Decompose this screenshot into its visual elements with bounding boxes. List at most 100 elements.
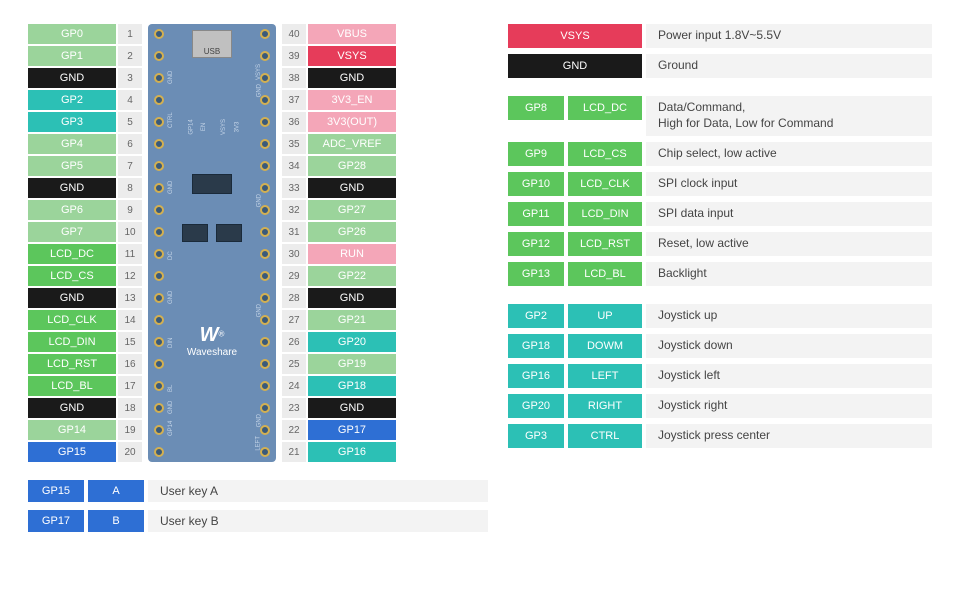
- pin-label: VSYS: [308, 46, 396, 66]
- pin-label: GND: [28, 68, 116, 88]
- legend-row: GP9LCD_CSChip select, low active: [508, 142, 932, 166]
- key-letter: A: [88, 480, 144, 502]
- pin-label: 3V3_EN: [308, 90, 396, 110]
- pin-label: VBUS: [308, 24, 396, 44]
- pin-label: GP21: [308, 310, 396, 330]
- pin-label: GP7: [28, 222, 116, 242]
- pin-number: 27: [282, 310, 306, 330]
- pin-label: ADC_VREF: [308, 134, 396, 154]
- pin-label: LCD_CS: [28, 266, 116, 286]
- pin-number: 9: [118, 200, 142, 220]
- legend-row: GP13LCD_BLBacklight: [508, 262, 932, 286]
- legend-desc: Data/Command,High for Data, Low for Comm…: [646, 96, 932, 136]
- pin-number: 13: [118, 288, 142, 308]
- pin-number: 35: [282, 134, 306, 154]
- legend-gp: GP2: [508, 304, 564, 328]
- legend-desc: Joystick left: [646, 364, 932, 388]
- pin-number: 34: [282, 156, 306, 176]
- pin-label: GND: [28, 288, 116, 308]
- pin-label: GP28: [308, 156, 396, 176]
- user-keys: GP15AUser key A GP17BUser key B: [28, 480, 488, 532]
- pin-number: 38: [282, 68, 306, 88]
- legend-gp: GP12: [508, 232, 564, 256]
- pin-number: 31: [282, 222, 306, 242]
- pinout-block: GP0GP1GNDGP2GP3GP4GP5GNDGP6GP7LCD_DCLCD_…: [28, 24, 488, 532]
- legend-desc: Chip select, low active: [646, 142, 932, 166]
- pin-number: 24: [282, 376, 306, 396]
- pin-number: 16: [118, 354, 142, 374]
- pin-label: GP16: [308, 442, 396, 462]
- pin-number: 1: [118, 24, 142, 44]
- pin-number: 32: [282, 200, 306, 220]
- pin-number: 30: [282, 244, 306, 264]
- legend-row: GP10LCD_CLKSPI clock input: [508, 172, 932, 196]
- pin-number: 39: [282, 46, 306, 66]
- pin-label: GP22: [308, 266, 396, 286]
- pin-label: GP19: [308, 354, 396, 374]
- pin-label: GP5: [28, 156, 116, 176]
- pin-number: 12: [118, 266, 142, 286]
- legend-row: GP3CTRLJoystick press center: [508, 424, 932, 448]
- legend-row: GP11LCD_DINSPI data input: [508, 202, 932, 226]
- pin-number: 15: [118, 332, 142, 352]
- legend-row: GP20RIGHTJoystick right: [508, 394, 932, 418]
- pin-number: 14: [118, 310, 142, 330]
- usb-connector: USB: [192, 30, 232, 58]
- pin-number: 18: [118, 398, 142, 418]
- legend-row: GP12LCD_RSTReset, low active: [508, 232, 932, 256]
- legend-desc: Joystick down: [646, 334, 932, 358]
- right-pin-numbers: 4039383736353433323130292827262524232221: [280, 24, 308, 462]
- legend-func: RIGHT: [568, 394, 642, 418]
- legend-func: DOWM: [568, 334, 642, 358]
- left-pin-labels: GP0GP1GNDGP2GP3GP4GP5GNDGP6GP7LCD_DCLCD_…: [28, 24, 116, 462]
- board-graphic: USB GNDCTRLGNDDCGNDDINBLGNDGP14VSYSGNDGN…: [148, 24, 276, 462]
- legend-block: VSYSPower input 1.8V~5.5VGNDGroundGP8LCD…: [508, 24, 932, 532]
- legend-func: UP: [568, 304, 642, 328]
- legend-row: GP2UPJoystick up: [508, 304, 932, 328]
- pin-label: GND: [308, 68, 396, 88]
- pin-number: 4: [118, 90, 142, 110]
- legend-gp: GP11: [508, 202, 564, 226]
- pin-number: 22: [282, 420, 306, 440]
- pin-label: GP3: [28, 112, 116, 132]
- pin-label: RUN: [308, 244, 396, 264]
- legend-func: LCD_BL: [568, 262, 642, 286]
- key-gp: GP15: [28, 480, 84, 502]
- waveshare-logo: W® Waveshare: [187, 324, 237, 358]
- legend-gp: GP13: [508, 262, 564, 286]
- pin-label: GP4: [28, 134, 116, 154]
- pin-number: 40: [282, 24, 306, 44]
- pin-label: GP1: [28, 46, 116, 66]
- pin-number: 8: [118, 178, 142, 198]
- pin-label: GP6: [28, 200, 116, 220]
- legend-row: GP8LCD_DCData/Command,High for Data, Low…: [508, 96, 932, 136]
- legend-desc: Joystick up: [646, 304, 932, 328]
- pin-label: 3V3(OUT): [308, 112, 396, 132]
- user-key-row: GP17BUser key B: [28, 510, 488, 532]
- pin-number: 33: [282, 178, 306, 198]
- legend-func: LCD_CS: [568, 142, 642, 166]
- pin-number: 25: [282, 354, 306, 374]
- pin-label: GND: [28, 398, 116, 418]
- key-desc: User key A: [148, 480, 488, 502]
- pin-label: GP0: [28, 24, 116, 44]
- pin-number: 17: [118, 376, 142, 396]
- pin-number: 29: [282, 266, 306, 286]
- pin-label: LCD_RST: [28, 354, 116, 374]
- pin-label: LCD_BL: [28, 376, 116, 396]
- legend-gp: GP8: [508, 96, 564, 120]
- pin-label: LCD_DC: [28, 244, 116, 264]
- pin-number: 26: [282, 332, 306, 352]
- legend-desc: Reset, low active: [646, 232, 932, 256]
- key-desc: User key B: [148, 510, 488, 532]
- pin-label: GND: [28, 178, 116, 198]
- legend-func: LCD_DIN: [568, 202, 642, 226]
- pin-number: 11: [118, 244, 142, 264]
- legend-gp: GP20: [508, 394, 564, 418]
- legend-row: VSYSPower input 1.8V~5.5V: [508, 24, 932, 48]
- pin-number: 21: [282, 442, 306, 462]
- pin-number: 3: [118, 68, 142, 88]
- legend-row: GP18DOWMJoystick down: [508, 334, 932, 358]
- legend-func: LCD_CLK: [568, 172, 642, 196]
- pin-number: 5: [118, 112, 142, 132]
